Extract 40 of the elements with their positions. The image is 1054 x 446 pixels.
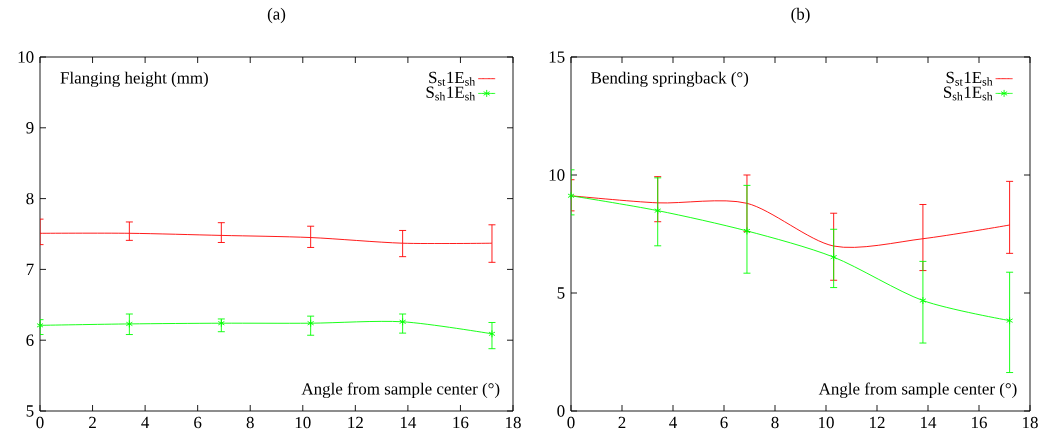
chart-title: (b): [791, 7, 810, 24]
x-axis-title: Angle from sample center (°): [818, 382, 1017, 399]
x-tick-label: 16: [453, 416, 469, 429]
legend-label: S$_{sh}$1E$_{sh}$: [943, 86, 993, 101]
y-tick-label: 9: [26, 122, 34, 134]
y-tick-label: 8: [26, 192, 34, 205]
y-tick-label: 15: [549, 51, 565, 63]
legend-label: S$_{st}$1E$_{sh}$: [946, 71, 993, 86]
x-axis-title: Angle from sample center (°): [301, 382, 500, 399]
x-tick-label: 8: [771, 416, 779, 429]
x-tick-label: 10: [819, 416, 834, 429]
x-tick-label: 4: [669, 416, 677, 428]
x-tick-label: 6: [194, 416, 202, 429]
y-tick-label: 10: [549, 169, 565, 181]
x-tick-label: 0: [567, 416, 575, 429]
y-tick-label: 5: [557, 287, 565, 299]
x-tick-label: 4: [141, 416, 150, 428]
y-tick-label: 7: [26, 263, 34, 275]
y-tick-label: 6: [26, 334, 34, 346]
legend-label: S$_{st}$1E$_{sh}$: [429, 71, 476, 86]
y-tick-label: 10: [18, 51, 34, 63]
x-tick-label: 10: [295, 416, 311, 429]
y-tick-label: 0: [557, 405, 565, 417]
x-tick-label: 0: [36, 416, 44, 429]
x-tick-label: 18: [1023, 416, 1038, 429]
chart-title: (a): [267, 7, 286, 24]
x-tick-label: 14: [921, 416, 937, 429]
x-tick-label: 6: [720, 416, 728, 429]
x-tick-label: 2: [89, 416, 96, 429]
x-tick-label: 16: [972, 416, 987, 429]
x-tick-label: 12: [870, 416, 885, 429]
x-tick-label: 8: [246, 416, 254, 429]
x-tick-label: 2: [618, 416, 626, 429]
x-tick-label: 12: [348, 416, 363, 429]
y-axis-title: Bending springback (°): [591, 71, 749, 88]
x-tick-label: 18: [506, 416, 521, 429]
y-axis-title: Flanging height (mm): [60, 71, 208, 88]
legend-label: S$_{sh}$1E$_{sh}$: [426, 86, 476, 101]
x-tick-label: 14: [400, 416, 417, 429]
y-tick-label: 5: [26, 405, 34, 417]
